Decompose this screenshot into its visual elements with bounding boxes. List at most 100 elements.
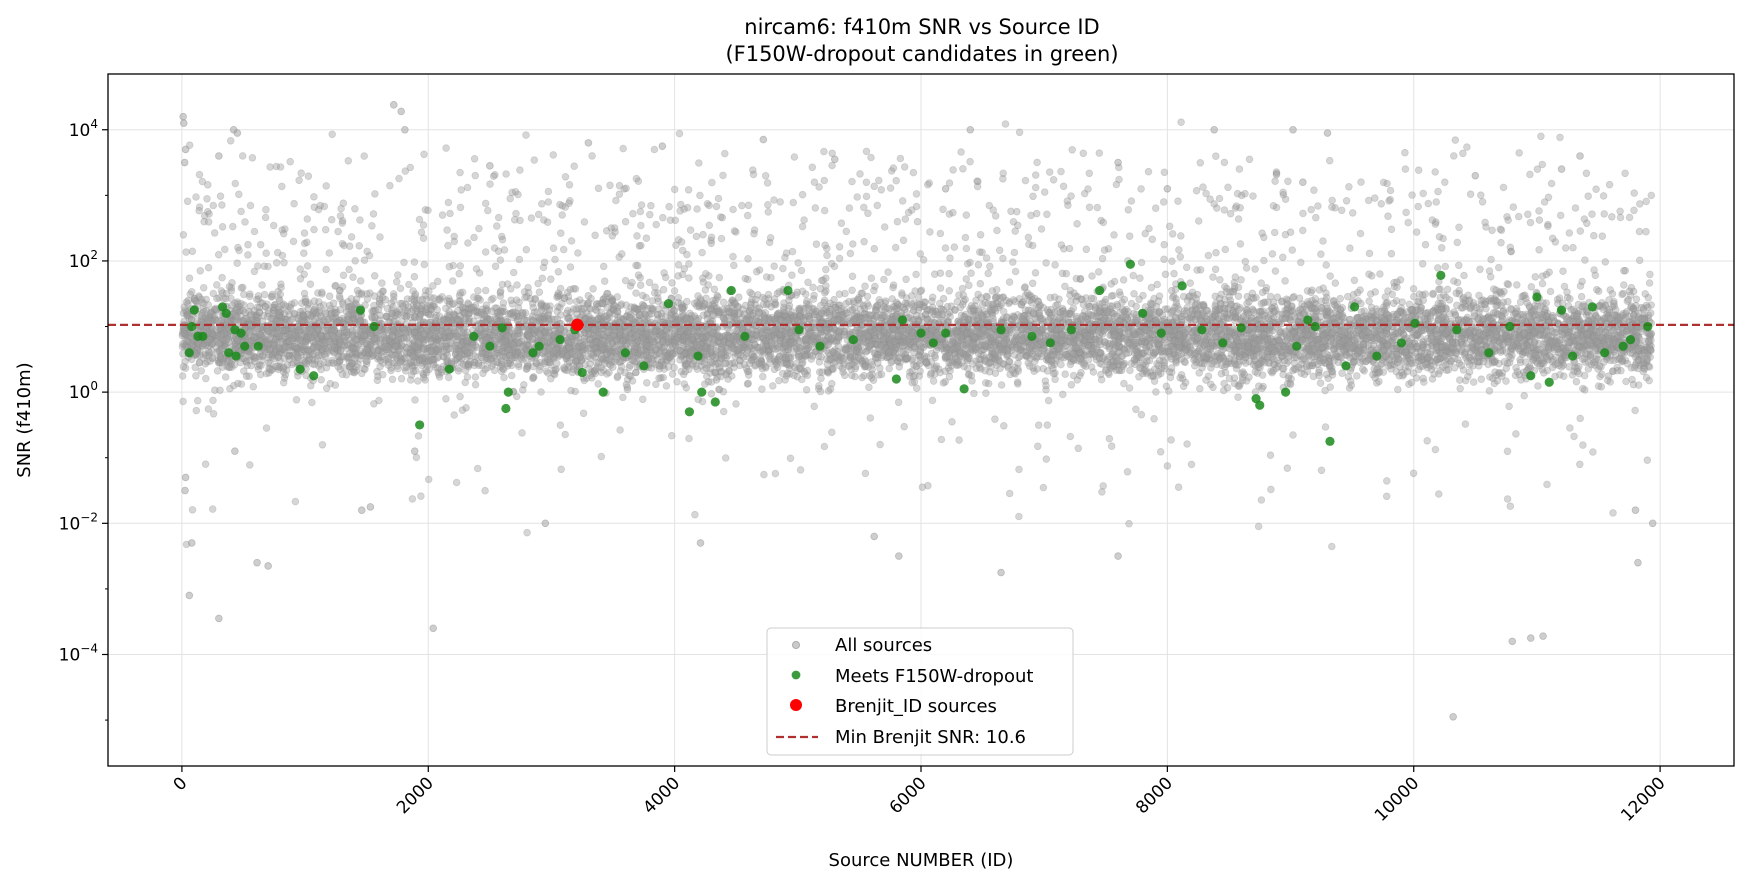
background-point	[860, 337, 869, 346]
background-point	[866, 414, 875, 422]
background-point	[860, 356, 869, 364]
background-point	[667, 349, 676, 358]
background-point	[1443, 344, 1451, 353]
background-point	[1592, 344, 1601, 353]
background-point	[388, 341, 397, 350]
background-point	[886, 184, 895, 192]
background-point	[289, 237, 298, 246]
background-point	[417, 344, 426, 353]
background-point	[549, 340, 557, 348]
background-point	[1188, 328, 1196, 337]
background-point	[248, 154, 257, 162]
background-point	[916, 250, 925, 258]
background-point	[520, 344, 529, 352]
background-point	[719, 171, 727, 180]
background-point	[561, 430, 569, 439]
background-point	[930, 370, 939, 379]
background-point	[924, 331, 932, 340]
background-point	[314, 289, 322, 297]
background-point	[608, 347, 616, 356]
background-point	[950, 305, 959, 314]
background-point	[1569, 243, 1577, 252]
background-point	[519, 380, 528, 389]
background-point	[544, 187, 553, 196]
background-point	[932, 308, 941, 316]
background-point	[1421, 317, 1430, 326]
background-point	[512, 209, 520, 218]
background-point	[357, 289, 366, 298]
background-point	[1224, 183, 1232, 192]
background-point	[216, 326, 224, 335]
background-point	[481, 486, 489, 495]
background-point	[1158, 352, 1167, 361]
background-point	[867, 274, 876, 283]
background-point	[450, 411, 459, 419]
background-point	[1408, 191, 1416, 199]
background-point	[1433, 356, 1441, 364]
background-point	[923, 305, 931, 314]
background-point	[415, 215, 424, 224]
background-point	[1040, 335, 1049, 343]
background-point	[978, 337, 987, 346]
background-point	[500, 373, 508, 382]
background-point	[417, 492, 425, 501]
background-point	[195, 203, 204, 211]
background-point	[837, 331, 846, 340]
background-point	[319, 333, 328, 341]
background-point	[513, 281, 521, 289]
background-point	[606, 181, 614, 190]
background-point	[1195, 301, 1204, 310]
background-point	[1105, 434, 1114, 443]
background-point	[1046, 293, 1055, 302]
background-point	[1010, 313, 1018, 321]
background-point	[749, 170, 758, 179]
background-point	[1503, 447, 1512, 456]
background-point	[1317, 466, 1326, 475]
background-point	[1578, 277, 1586, 286]
background-point	[1599, 337, 1607, 346]
background-point	[397, 334, 406, 343]
background-point	[1537, 132, 1545, 141]
background-point	[1377, 200, 1385, 208]
background-point	[392, 277, 401, 286]
background-point	[835, 243, 844, 251]
background-point	[699, 278, 708, 286]
background-point	[835, 361, 844, 370]
background-point	[558, 211, 566, 219]
background-point	[1482, 304, 1490, 313]
background-point	[549, 366, 558, 375]
background-point	[902, 275, 910, 284]
background-point	[1455, 223, 1463, 232]
background-point	[1231, 310, 1239, 319]
background-point	[1495, 263, 1503, 272]
background-point	[195, 206, 203, 215]
background-point	[848, 286, 856, 295]
background-point	[397, 329, 406, 337]
background-point	[1248, 346, 1256, 355]
background-point	[197, 318, 206, 326]
background-point	[1337, 206, 1346, 215]
background-point	[720, 149, 729, 158]
background-point	[989, 350, 998, 359]
background-point	[464, 300, 473, 309]
background-point	[978, 248, 986, 257]
background-point	[516, 166, 524, 174]
background-point	[1616, 213, 1625, 222]
background-point	[874, 176, 883, 185]
background-point	[1105, 370, 1113, 379]
background-point	[1378, 314, 1387, 322]
background-point	[784, 343, 793, 352]
background-point	[1477, 375, 1486, 384]
background-point	[470, 358, 478, 367]
background-point	[1167, 327, 1176, 335]
background-point	[1394, 385, 1402, 394]
background-point	[347, 233, 356, 241]
background-point	[432, 326, 440, 335]
background-point	[1059, 339, 1068, 348]
background-point	[1022, 352, 1030, 361]
background-point	[218, 273, 226, 282]
background-point	[237, 207, 245, 216]
background-point	[606, 293, 614, 302]
background-point	[741, 274, 750, 283]
background-point	[506, 194, 515, 203]
